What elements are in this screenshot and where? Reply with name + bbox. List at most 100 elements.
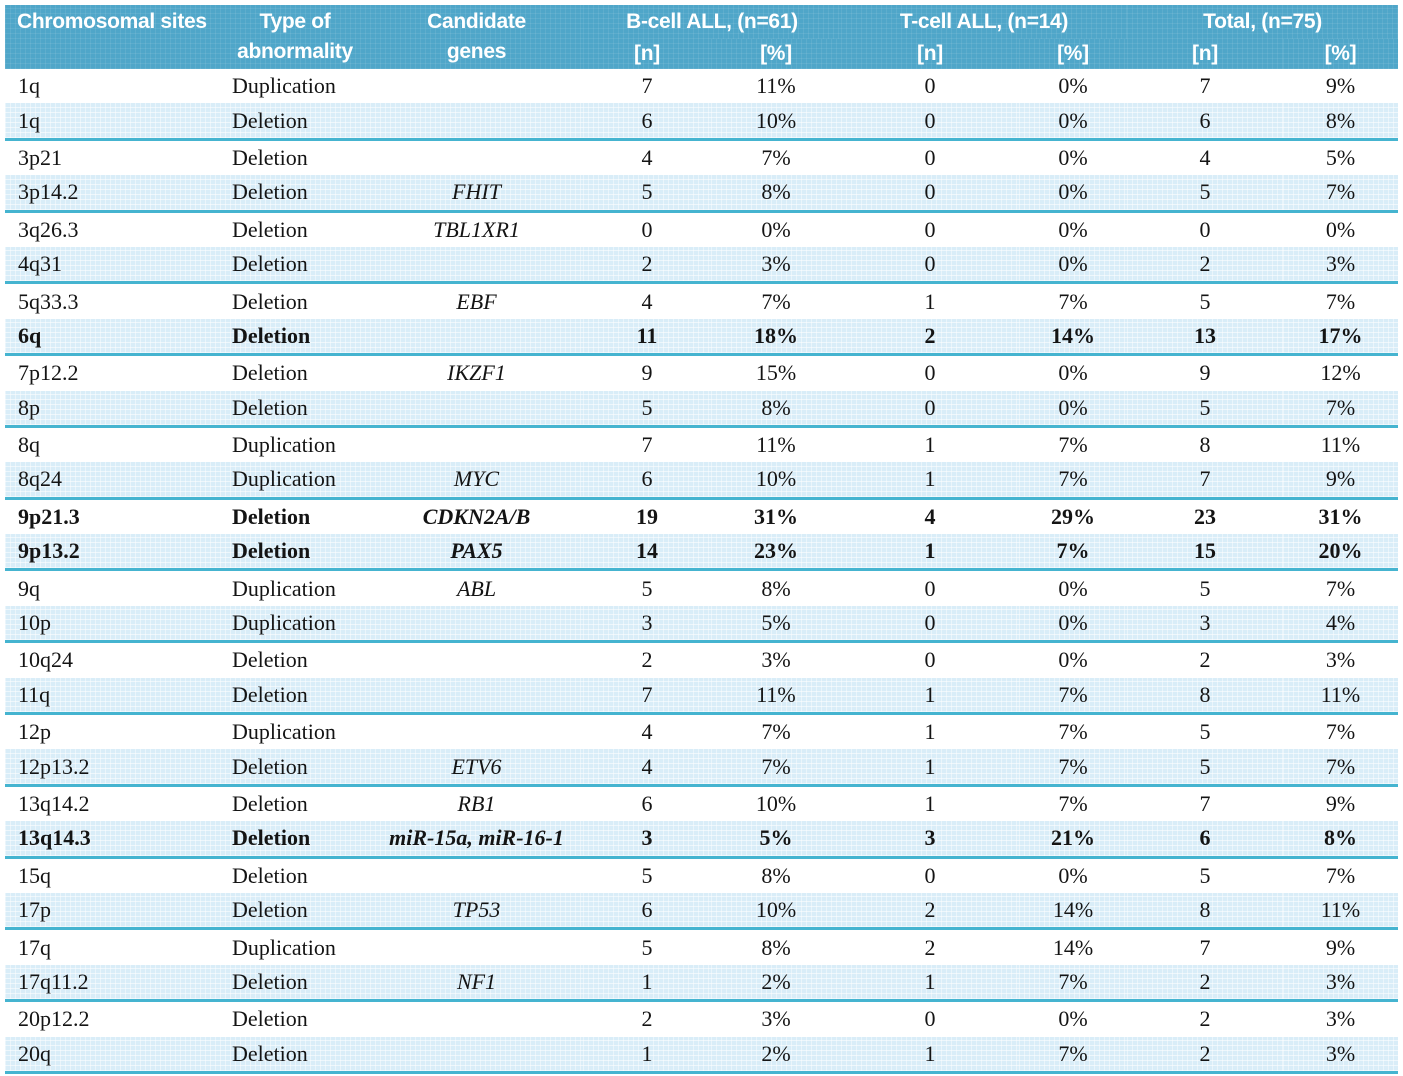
cell-candidate-gene (370, 426, 583, 462)
cell-abnormality-type: Deletion (232, 144, 308, 170)
cell-abnormality-type: Deletion (220, 749, 370, 787)
cell-abnormality-type: Deletion (232, 503, 311, 529)
cell-total-pct: 7% (1283, 749, 1398, 787)
cell-chromosomal-site: 8q (18, 432, 40, 458)
cell-total-n: 5 (1127, 175, 1283, 213)
cell-chromosomal-site: 10p (5, 605, 220, 644)
table-row: 8q24 Duplication MYC 6 10% 1 7% 7 9% (5, 462, 1398, 500)
cell-abnormality-type: Deletion (220, 246, 370, 285)
cell-total-pct: 7% (1283, 390, 1398, 428)
cell-tcell-pct: 14% (1052, 934, 1094, 960)
cell-tcell-pct: 0% (1019, 103, 1127, 141)
cell-tcell-pct: 0% (1058, 144, 1088, 170)
header-tcell-n: [n] (841, 39, 1019, 69)
cell-tcell-pct: 7% (1058, 432, 1088, 458)
cell-tcell-pct: 7% (1019, 1036, 1127, 1074)
cell-bcell-pct: 8% (761, 575, 791, 601)
cell-candidate-gene (370, 69, 583, 103)
cell-abnormality-type: Deletion (232, 288, 308, 314)
cell-tcell-n: 2 (924, 934, 936, 960)
table-row: 10p Duplication 3 5% 0 0% 3 4% (5, 605, 1398, 644)
cell-candidate-gene (370, 642, 583, 678)
cell-tcell-pct: 7% (1058, 719, 1088, 745)
cell-tcell-pct: 14% (1019, 892, 1127, 931)
cell-tcell-n: 0 (841, 605, 1019, 644)
cell-tcell-pct: 7% (1058, 288, 1088, 314)
table-row: 1q Duplication 7 11% 0 0% 7 9% (5, 69, 1398, 103)
cell-bcell-pct: 8% (761, 862, 791, 888)
abnormalities-table-wrapper: Chromosomal sites Type of abnormality Ca… (5, 5, 1398, 1076)
cell-tcell-n: 0 (924, 862, 936, 888)
header-total-n: [n] (1127, 39, 1283, 69)
cell-bcell-n: 4 (641, 719, 653, 745)
cell-abnormality-type: Deletion (220, 677, 370, 716)
cell-total-pct: 3% (1325, 1006, 1356, 1032)
cell-total-pct: 7% (1325, 288, 1356, 314)
cell-candidate-gene: EBF (456, 288, 497, 314)
cell-total-n: 2 (1127, 246, 1283, 285)
cell-bcell-n: 6 (641, 791, 653, 816)
cell-chromosomal-site: 1q (5, 103, 220, 141)
cell-abnormality-type: Deletion (220, 534, 370, 572)
table-row: 9p13.2 Deletion PAX5 14 23% 1 7% 15 20% (5, 534, 1398, 572)
cell-candidate-gene (370, 714, 583, 750)
cell-bcell-pct: 3% (761, 1006, 791, 1032)
cell-chromosomal-site: 3p14.2 (5, 175, 220, 213)
cell-chromosomal-site: 8p (5, 390, 220, 428)
cell-total-pct: 11% (1283, 677, 1398, 716)
cell-total-pct: 31% (1318, 503, 1363, 529)
cell-tcell-pct: 0% (1058, 360, 1088, 386)
cell-tcell-n: 1 (841, 534, 1019, 572)
cell-total-pct: 9% (1283, 1072, 1398, 1076)
cell-total-pct: 7% (1325, 862, 1356, 888)
cell-abnormality-type: Duplication (232, 575, 336, 601)
header-type-line1: Type of (259, 10, 331, 33)
table-row: 10q24 Deletion 2 3% 0 0% 2 3% (5, 642, 1398, 678)
cell-total-n: 9 (1199, 360, 1211, 386)
cell-tcell-n: 0 (924, 144, 936, 170)
table-row: 1q Deletion 6 10% 0 0% 6 8% (5, 103, 1398, 141)
cell-abnormality-type: Deletion (220, 1036, 370, 1074)
cell-total-n: 5 (1199, 575, 1211, 601)
cell-abnormality-type: Duplication (220, 605, 370, 644)
table-row: 8p Deletion 5 8% 0 0% 5 7% (5, 390, 1398, 428)
cell-chromosomal-site: 5q33.3 (18, 288, 79, 314)
cell-tcell-pct: 21% (1019, 821, 1127, 859)
cell-total-n: 8 (1199, 432, 1211, 458)
cell-total-n: 4 (1199, 144, 1211, 170)
cell-candidate-gene: miR-15a, miR-16-1 (370, 821, 583, 859)
table-row: 21or 21q Duplication 6 10% 1 7% 7 9% (5, 1072, 1398, 1076)
cell-total-n: 2 (1199, 1006, 1211, 1032)
cell-abnormality-type: Deletion (232, 360, 308, 386)
cell-total-pct: 7% (1283, 175, 1398, 213)
cell-total-pct: 12% (1320, 360, 1361, 386)
cell-bcell-n: 5 (583, 390, 711, 428)
cell-tcell-n: 0 (924, 575, 936, 601)
cell-tcell-n: 4 (924, 503, 936, 529)
cell-tcell-pct: 14% (1019, 318, 1127, 357)
cell-abnormality-type: Deletion (220, 892, 370, 931)
cell-tcell-pct: 0% (1058, 216, 1088, 242)
cell-tcell-pct: 0% (1058, 575, 1088, 601)
cell-candidate-gene: RB1 (457, 791, 496, 816)
cell-candidate-gene: IKZF1 (447, 360, 506, 386)
cell-candidate-gene (370, 677, 583, 716)
cell-total-n: 5 (1127, 749, 1283, 787)
cell-tcell-pct: 7% (1058, 791, 1088, 816)
table-row: 20q Deletion 1 2% 1 7% 2 3% (5, 1036, 1398, 1074)
table-header: Chromosomal sites Type of abnormality Ca… (5, 5, 1398, 69)
cell-bcell-pct: 11% (711, 677, 841, 716)
cell-total-n: 2 (1127, 1036, 1283, 1074)
cell-candidate-gene: TP53 (370, 892, 583, 931)
cell-total-n: 7 (1199, 934, 1211, 960)
cell-tcell-pct: 0% (1019, 390, 1127, 428)
cell-chromosomal-site: 17q11.2 (5, 964, 220, 1003)
cell-total-n: 5 (1127, 390, 1283, 428)
cell-bcell-n: 9 (641, 360, 653, 386)
header-bcell-pct: [%] (711, 39, 841, 69)
cell-tcell-pct: 0% (1058, 647, 1088, 673)
cell-bcell-n: 14 (583, 534, 711, 572)
table-row: 7p12.2 Deletion IKZF1 9 15% 0 0% 9 12% (5, 355, 1398, 391)
cell-candidate-gene: MYC (370, 462, 583, 500)
cell-chromosomal-site: 8q24 (5, 462, 220, 500)
